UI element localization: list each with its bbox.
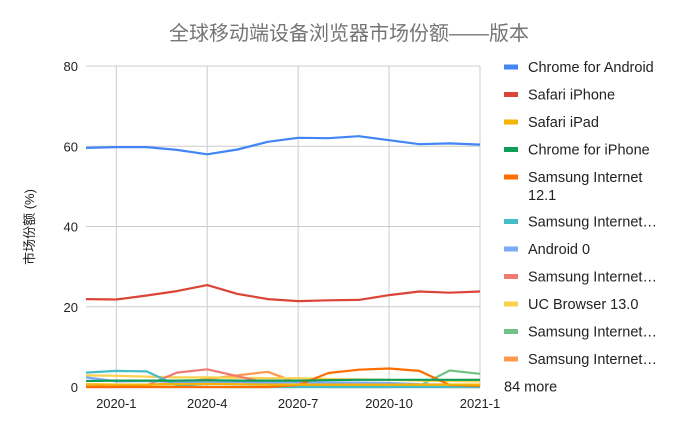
legend-label: Samsung Internet… xyxy=(528,215,657,231)
legend-swatch xyxy=(504,219,518,224)
legend-item[interactable]: Safari iPad xyxy=(504,115,599,131)
legend-swatch xyxy=(504,301,518,307)
series-line xyxy=(85,135,481,156)
legend-item[interactable]: Samsung Internet… xyxy=(504,352,657,368)
x-tick-label: 2020-10 xyxy=(365,396,413,411)
legend-label: Samsung Internet… xyxy=(528,325,657,341)
legend-label: 12.1 xyxy=(528,188,556,204)
legend-swatch xyxy=(504,119,518,125)
y-tick-label: 20 xyxy=(64,300,78,315)
legend-label: Samsung Internet… xyxy=(528,352,657,368)
legend-item[interactable]: Samsung Internet… xyxy=(504,325,657,341)
x-tick-label: 2020-1 xyxy=(96,396,136,411)
legend-swatch xyxy=(504,64,518,70)
series-line xyxy=(85,382,480,386)
legend-swatch xyxy=(504,147,518,152)
y-tick-label: 60 xyxy=(64,139,78,154)
series-line xyxy=(85,284,481,303)
legend-label: Samsung Internet xyxy=(528,170,642,186)
gridlines xyxy=(86,65,481,388)
x-tick-label: 2021-1 xyxy=(460,396,500,411)
legend-item[interactable]: Chrome for iPhone xyxy=(504,143,650,159)
legend-item[interactable]: UC Browser 13.0 xyxy=(504,297,638,313)
y-axis-ticks: 0 20 40 60 80 xyxy=(64,59,78,395)
legend-swatch xyxy=(504,92,518,97)
legend-swatch xyxy=(504,329,518,334)
legend-label: Safari iPad xyxy=(528,115,599,131)
x-tick-label: 2020-4 xyxy=(187,396,227,411)
legend-swatch xyxy=(504,174,518,180)
x-axis-ticks: 2020-1 2020-4 2020-7 2020-10 2021-1 xyxy=(96,396,500,411)
y-tick-label: 80 xyxy=(64,59,78,74)
legend-item[interactable]: Samsung Internet… xyxy=(504,215,657,231)
legend-swatch xyxy=(504,246,518,252)
y-axis-label: 市场份额 (%) xyxy=(22,189,37,265)
legend-item[interactable]: Android 0 xyxy=(504,242,590,258)
chart-title: 全球移动端设备浏览器市场份额——版本 xyxy=(169,22,529,45)
legend-label: Samsung Internet… xyxy=(528,270,657,286)
legend-item[interactable]: Samsung Internet 12.1 xyxy=(504,170,642,204)
legend: Chrome for Android Safari iPhone Safari iP… xyxy=(504,60,657,396)
legend-label: Chrome for iPhone xyxy=(528,143,650,159)
legend-label: Chrome for Android xyxy=(528,60,654,76)
series-lines xyxy=(85,135,481,389)
series-line xyxy=(85,378,480,383)
legend-item[interactable]: Samsung Internet… xyxy=(504,270,657,286)
x-tick-label: 2020-7 xyxy=(278,396,318,411)
legend-label: Android 0 xyxy=(528,242,590,258)
legend-more[interactable]: 84 more xyxy=(504,380,557,396)
legend-item[interactable]: Safari iPhone xyxy=(504,88,615,104)
legend-item[interactable]: Chrome for Android xyxy=(504,60,654,76)
y-tick-label: 0 xyxy=(71,380,78,395)
series-line xyxy=(86,367,481,389)
legend-label: UC Browser 13.0 xyxy=(528,297,638,313)
y-tick-label: 40 xyxy=(64,220,78,235)
legend-label: Safari iPhone xyxy=(528,88,615,104)
legend-swatch xyxy=(504,356,518,362)
legend-swatch xyxy=(504,274,518,279)
